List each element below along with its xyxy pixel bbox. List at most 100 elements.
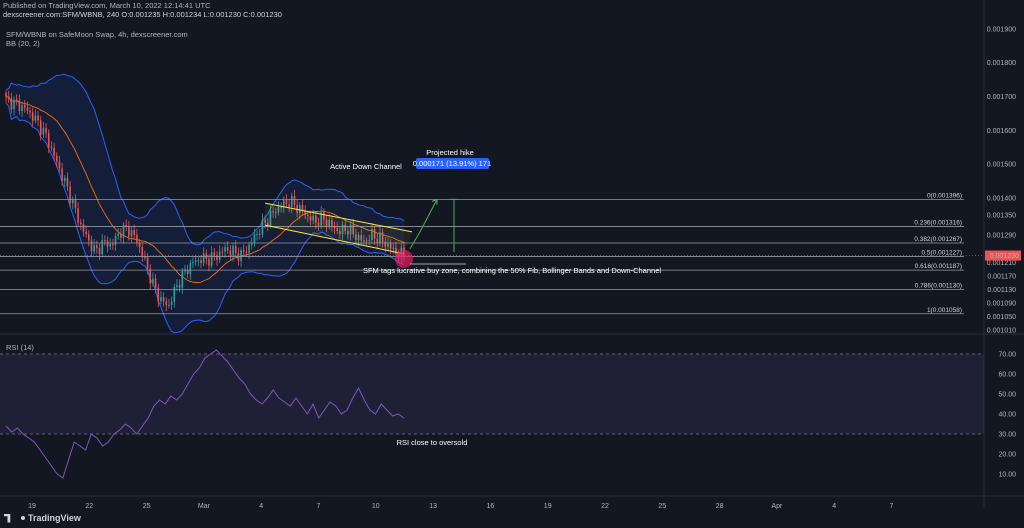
bb-fill	[6, 74, 404, 333]
rsi-tick-label: 20.00	[998, 452, 1016, 459]
candle-body	[82, 224, 85, 232]
tradingview-logo-icon	[4, 513, 11, 523]
fib-level-label: 1(0.001058)	[927, 307, 962, 314]
candle-body	[37, 115, 39, 121]
candle-body	[130, 229, 133, 237]
time-tick-label: 4	[259, 503, 263, 510]
candle-body	[213, 252, 216, 256]
candle-body	[307, 214, 309, 216]
rsi-indicator-label[interactable]: RSI (14)	[6, 343, 34, 352]
candle-body	[69, 186, 71, 204]
candle-body	[186, 270, 189, 275]
price-tick-label: 0.001900	[987, 26, 1016, 33]
candle-body	[170, 301, 173, 305]
candle-body	[26, 107, 29, 111]
candle-body	[248, 244, 250, 253]
candle-body	[347, 231, 349, 235]
candle-body	[339, 230, 341, 235]
price-tick-label: 0.001350	[987, 212, 1016, 219]
time-tick-label: 25	[143, 503, 151, 510]
candle-body	[47, 132, 50, 148]
fib-level-label: 0.236(0.001316)	[914, 219, 962, 226]
candle-body	[178, 284, 181, 288]
channel-annotation: Active Down Channel	[330, 162, 402, 171]
candle-body	[18, 100, 21, 112]
candle-body	[299, 205, 301, 213]
candle-body	[101, 240, 103, 255]
candle-body	[341, 224, 344, 235]
candle-body	[317, 222, 320, 226]
candle-body	[392, 247, 395, 249]
candle-body	[146, 257, 149, 269]
candle-body	[320, 212, 322, 226]
candle-body	[221, 251, 224, 253]
time-tick-label: 4	[832, 503, 836, 510]
candle-body	[71, 199, 74, 204]
down-channel-fill	[265, 203, 412, 254]
candle-body	[381, 232, 384, 242]
candle-body	[181, 270, 184, 288]
price-tick-label: 0.001210	[987, 260, 1016, 267]
buy-zone-marker	[395, 249, 413, 268]
candle-body	[144, 256, 146, 258]
candle-body	[21, 105, 23, 112]
candle-body	[98, 247, 101, 255]
rsi-tick-label: 10.00	[998, 472, 1016, 479]
candle-body	[387, 243, 389, 247]
candle-body	[138, 242, 141, 248]
rsi-tick-label: 30.00	[998, 432, 1016, 439]
candle-body	[264, 219, 266, 223]
time-tick-label: 7	[890, 503, 894, 510]
candle-body	[360, 235, 363, 241]
candle-body	[45, 128, 47, 133]
candle-body	[88, 234, 90, 241]
tradingview-logo-text: TradingView	[28, 513, 81, 523]
candle-body	[141, 247, 144, 257]
candle-body	[128, 226, 130, 237]
candle-body	[39, 120, 42, 135]
last-price-tag	[985, 250, 1021, 261]
down-channel-lower	[264, 224, 405, 255]
candle-body	[61, 168, 63, 181]
time-tick-label: Mar	[198, 503, 211, 510]
candle-body	[197, 260, 200, 262]
candle-body	[274, 212, 277, 214]
time-tick-label: 13	[429, 503, 437, 510]
price-tick-label: 0.001600	[987, 128, 1016, 135]
candle-body	[216, 255, 218, 260]
candle-body	[50, 147, 53, 149]
candle-body	[333, 225, 336, 229]
time-tick-label: 16	[487, 503, 495, 510]
time-tick-label: Apr	[771, 503, 783, 510]
candle-body	[376, 238, 379, 244]
rsi-tick-label: 50.00	[998, 392, 1016, 399]
candle-body	[173, 286, 176, 302]
candle-body	[42, 128, 45, 135]
price-tick-label: 0.001050	[987, 314, 1016, 321]
candle-body	[226, 247, 229, 251]
candle-body	[34, 115, 37, 121]
candle-body	[232, 245, 234, 256]
candle-body	[53, 147, 55, 156]
candle-body	[160, 297, 162, 302]
fib-level-label: 0.618(0.001187)	[915, 263, 962, 270]
candle-body	[352, 224, 355, 235]
price-tick-label: 0.001090	[987, 300, 1016, 307]
fib-level-label: 0.786(0.001130)	[915, 282, 962, 289]
candle-body	[205, 253, 208, 259]
candle-body	[291, 195, 293, 208]
bb-indicator-label[interactable]: BB (20, 2)	[6, 39, 40, 48]
candle-body	[165, 301, 168, 306]
candle-body	[253, 234, 256, 243]
candle-body	[114, 235, 117, 245]
price-tick-label: 0.001130	[987, 287, 1016, 294]
candle-body	[202, 253, 205, 263]
candle-body	[224, 247, 226, 252]
candle-body	[74, 199, 77, 209]
candle-body	[384, 241, 387, 247]
candle-body	[389, 243, 392, 249]
candle-body	[208, 258, 210, 266]
rsi-band	[0, 354, 984, 434]
price-tick-label: 0.001400	[987, 196, 1016, 203]
